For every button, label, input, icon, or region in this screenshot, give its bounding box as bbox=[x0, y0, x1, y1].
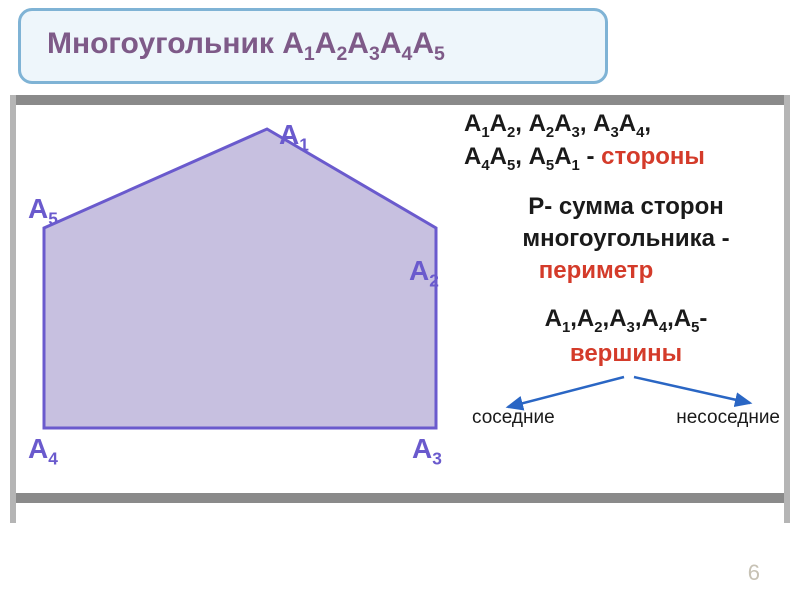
arrow-right bbox=[634, 377, 750, 403]
whiteboard: А1 А2 А3 А4 А5 А1А2, А2А3, А3А4,А4А5, А5… bbox=[10, 95, 790, 503]
vertex-label-a3: А3 bbox=[412, 433, 442, 470]
vertex-label-a5: А5 bbox=[28, 193, 58, 230]
vertices-definition: А1,А2,А3,А4,А5- bbox=[464, 304, 788, 337]
vertices-word: вершины bbox=[464, 339, 788, 369]
arrows-svg bbox=[464, 373, 788, 413]
title-text: Многоугольник А1А2А3А4А5 bbox=[47, 27, 445, 66]
board-content: А1 А2 А3 А4 А5 А1А2, А2А3, А3А4,А4А5, А5… bbox=[16, 105, 784, 493]
polygon-diagram: А1 А2 А3 А4 А5 bbox=[24, 125, 454, 485]
perimeter-line1: P- сумма сторон bbox=[464, 192, 788, 222]
vertex-label-a1: А1 bbox=[279, 119, 309, 156]
arrow-left bbox=[508, 377, 624, 407]
perimeter-word: периметр bbox=[404, 256, 788, 286]
text-column: А1А2, А2А3, А3А4,А4А5, А5А1 - стороны P-… bbox=[464, 107, 788, 429]
arrows-diagram bbox=[464, 373, 788, 413]
perimeter-line2: многоугольника - bbox=[464, 224, 788, 254]
vertex-label-a4: А4 bbox=[28, 433, 58, 470]
title-frame: Многоугольник А1А2А3А4А5 bbox=[18, 8, 608, 84]
page-number: 6 bbox=[748, 560, 760, 586]
polygon-svg bbox=[24, 125, 454, 455]
sides-definition: А1А2, А2А3, А3А4,А4А5, А5А1 - стороны bbox=[464, 109, 788, 176]
polygon-shape bbox=[44, 129, 436, 428]
